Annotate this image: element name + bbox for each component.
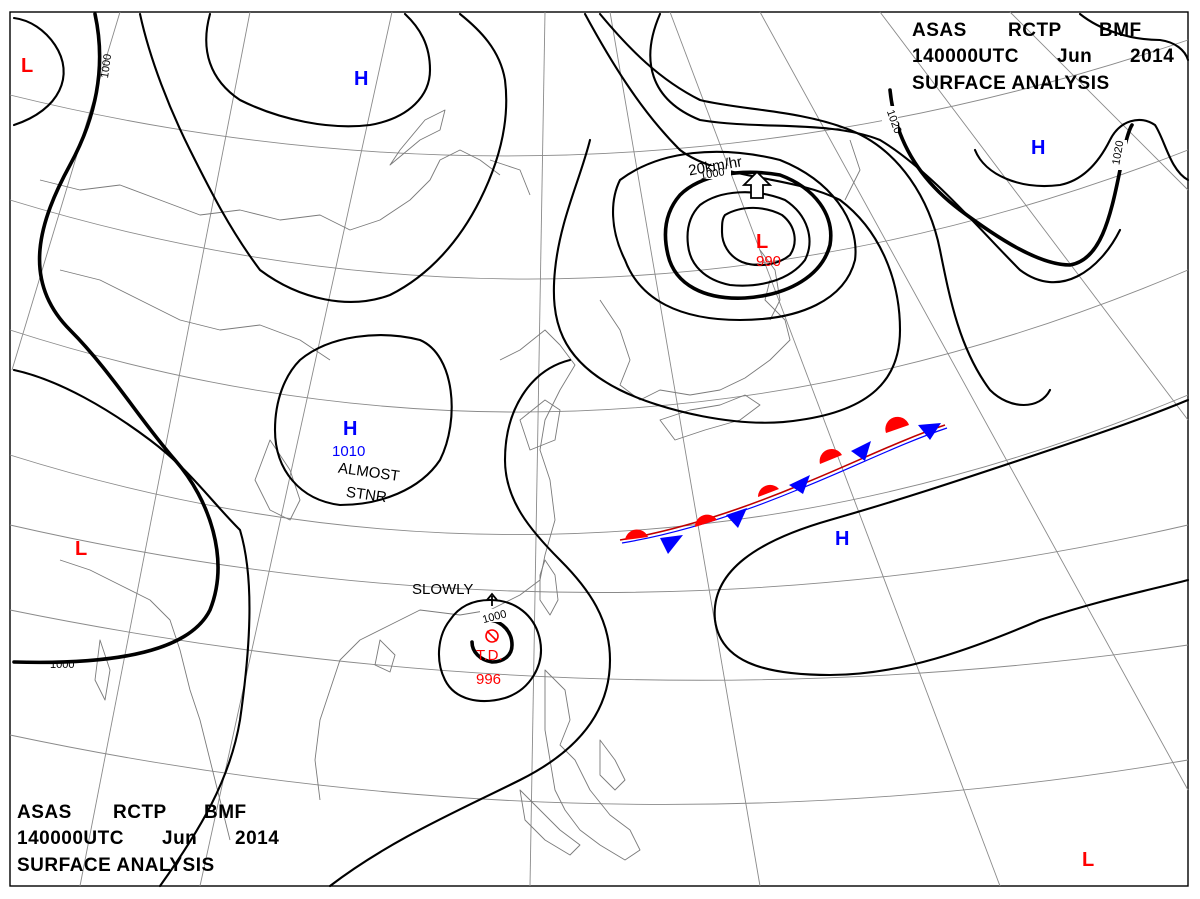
title-code: BMF <box>204 802 247 823</box>
td-pressure: 996 <box>476 671 501 688</box>
low-pressure-center: L <box>75 538 87 560</box>
title-product: SURFACE ANALYSIS <box>912 73 1110 94</box>
pressure-value: 1010 <box>332 443 365 460</box>
lat-lon-grid <box>9 11 1189 887</box>
cold-front-symbol <box>851 441 871 461</box>
low-pressure-center: L <box>21 55 33 77</box>
cold-front-symbol <box>726 508 747 528</box>
stationary-front <box>619 416 948 554</box>
arrow-up-icon <box>486 592 498 606</box>
title-station: RCTP <box>113 802 167 823</box>
isobars <box>12 12 1190 888</box>
title-station: RCTP <box>1008 20 1062 41</box>
td-label: T.D. <box>476 647 503 664</box>
warm-front-symbol <box>694 514 717 527</box>
coastlines <box>39 109 861 861</box>
title-time: 140000UTC <box>17 828 124 849</box>
isobar-label: 1000 <box>99 53 114 79</box>
warm-front-symbol <box>757 484 779 497</box>
cold-front-symbol <box>918 423 941 440</box>
title-agency: ASAS <box>912 20 967 41</box>
isobar-label: 1000 <box>699 166 725 182</box>
isobar-label: 1020 <box>1110 140 1126 166</box>
warm-front-symbol <box>625 529 648 540</box>
almost-stationary-label: STNR <box>345 484 388 507</box>
tropical-depression-icon <box>485 629 499 643</box>
title-block-bottom: ASAS RCTP BMF 140000UTC Jun 2014 SURFACE… <box>17 802 279 876</box>
tropical-depression: T.D. 996 SLOWLY <box>412 581 503 688</box>
isobar-label: 1000 <box>50 659 74 671</box>
title-month: Jun <box>162 828 197 849</box>
high-pressure-center: H <box>835 528 849 550</box>
title-block-top: ASAS RCTP BMF 140000UTC Jun 2014 SURFACE… <box>912 20 1174 94</box>
title-time: 140000UTC <box>912 46 1019 67</box>
title-year: 2014 <box>235 828 279 849</box>
low-pressure-center: L <box>756 231 768 253</box>
warm-front-symbol <box>885 416 909 433</box>
arrow-up-icon <box>741 170 773 199</box>
title-code: BMF <box>1099 20 1142 41</box>
map-frame <box>9 11 1189 887</box>
pressure-value: 990 <box>756 253 781 270</box>
td-motion: SLOWLY <box>412 581 473 598</box>
movement-arrows <box>486 170 773 606</box>
cold-front-symbol <box>660 535 683 554</box>
isobar-labels: 1000 1000 1000 1000 1020 1020 <box>50 53 1127 671</box>
high-pressure-center: H <box>1031 137 1045 159</box>
title-product: SURFACE ANALYSIS <box>17 855 215 876</box>
high-pressure-center: H <box>343 418 357 440</box>
pressure-centers: H H 1010 H H L L L 990 L <box>21 55 1094 871</box>
title-year: 2014 <box>1130 46 1174 67</box>
high-pressure-center: H <box>354 68 368 90</box>
warm-front-symbol <box>819 449 842 464</box>
cold-front-symbol <box>789 475 810 494</box>
title-month: Jun <box>1057 46 1092 67</box>
title-agency: ASAS <box>17 802 72 823</box>
low-pressure-center: L <box>1082 849 1094 871</box>
